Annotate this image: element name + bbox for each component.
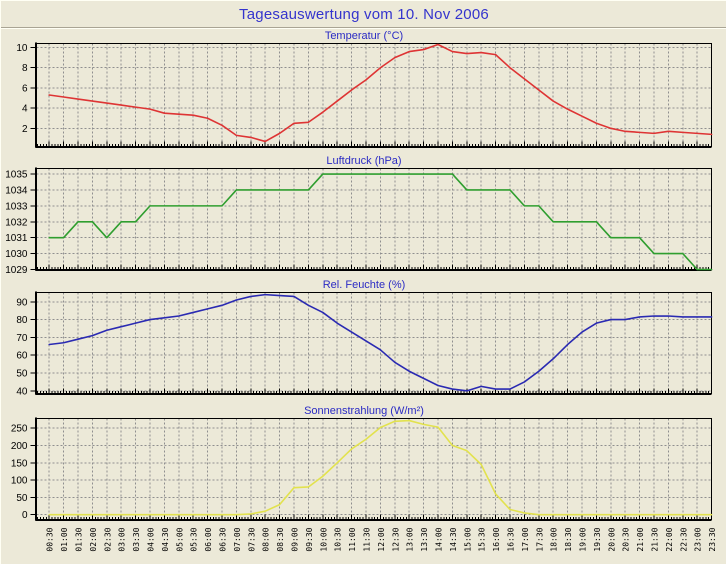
svg-text:20:30: 20:30 (622, 527, 631, 551)
svg-text:23:00: 23:00 (694, 527, 703, 551)
svg-text:1031: 1031 (5, 233, 28, 244)
svg-text:1035: 1035 (5, 170, 28, 181)
chart-title-pressure: Luftdruck (hPa) (326, 155, 402, 167)
svg-text:21:00: 21:00 (636, 527, 645, 551)
svg-text:90: 90 (16, 297, 28, 308)
svg-text:06:00: 06:00 (204, 527, 213, 551)
svg-text:250: 250 (11, 424, 28, 435)
title-divider (1, 27, 726, 28)
svg-text:04:00: 04:00 (147, 527, 156, 551)
svg-text:1032: 1032 (5, 217, 28, 228)
svg-text:15:30: 15:30 (478, 527, 487, 551)
svg-text:14:30: 14:30 (449, 527, 458, 551)
svg-text:1029: 1029 (5, 265, 28, 276)
svg-text:70: 70 (16, 333, 28, 344)
svg-text:19:30: 19:30 (593, 527, 602, 551)
svg-text:40: 40 (16, 386, 28, 397)
svg-text:8: 8 (22, 63, 28, 74)
svg-text:02:30: 02:30 (103, 527, 112, 551)
svg-text:1033: 1033 (5, 201, 28, 212)
svg-text:1030: 1030 (5, 249, 28, 260)
chart-title-radiation: Sonnenstrahlung (W/m²) (304, 405, 424, 417)
svg-text:100: 100 (11, 476, 28, 487)
svg-text:23:30: 23:30 (708, 527, 717, 551)
svg-text:03:30: 03:30 (132, 527, 141, 551)
page-title: Tagesauswertung vom 10. Nov 2006 (239, 6, 489, 23)
svg-text:10:30: 10:30 (334, 527, 343, 551)
svg-text:50: 50 (16, 369, 28, 380)
chart-canvas-temperature: 2 4 6 8 10 (16, 42, 713, 148)
svg-text:02:00: 02:00 (89, 527, 98, 551)
svg-text:16:00: 16:00 (492, 527, 501, 551)
chart-title-humidity: Rel. Feuchte (%) (322, 279, 406, 291)
svg-text:13:00: 13:00 (406, 527, 415, 551)
svg-text:18:00: 18:00 (550, 527, 559, 551)
svg-text:2: 2 (22, 124, 28, 135)
svg-text:10:00: 10:00 (319, 527, 328, 551)
svg-text:6: 6 (22, 83, 28, 94)
svg-text:05:30: 05:30 (190, 527, 199, 551)
chart-canvas-humidity: 40 50 60 70 80 90 (16, 291, 713, 397)
svg-text:15:00: 15:00 (463, 527, 472, 551)
svg-text:1034: 1034 (5, 185, 28, 196)
svg-text:60: 60 (16, 351, 28, 362)
svg-text:14:00: 14:00 (435, 527, 444, 551)
svg-text:13:30: 13:30 (420, 527, 429, 551)
svg-text:08:30: 08:30 (276, 527, 285, 551)
svg-text:09:30: 09:30 (305, 527, 314, 551)
svg-text:06:30: 06:30 (219, 527, 228, 551)
svg-text:07:00: 07:00 (233, 527, 242, 551)
svg-text:18:30: 18:30 (564, 527, 573, 551)
svg-text:16:30: 16:30 (507, 527, 516, 551)
svg-text:22:30: 22:30 (679, 527, 688, 551)
chart-canvas-pressure: 1029 1030 1031 1032 1033 1034 1035 (5, 167, 713, 276)
svg-text:17:30: 17:30 (535, 527, 544, 551)
svg-text:12:00: 12:00 (377, 527, 386, 551)
svg-text:01:00: 01:00 (60, 527, 69, 551)
svg-text:08:00: 08:00 (262, 527, 271, 551)
svg-text:20:00: 20:00 (607, 527, 616, 551)
svg-text:09:00: 09:00 (291, 527, 300, 551)
svg-text:22:00: 22:00 (665, 527, 674, 551)
svg-text:11:30: 11:30 (363, 527, 372, 551)
svg-text:10: 10 (16, 43, 28, 54)
svg-text:00:30: 00:30 (46, 527, 55, 551)
chart-canvas-radiation: 0 50 100 150 200 250 00:30 01:00 01:30 02:00 02:30… (11, 417, 717, 552)
svg-text:05:00: 05:00 (175, 527, 184, 551)
svg-text:150: 150 (11, 458, 28, 469)
svg-text:0: 0 (22, 510, 28, 521)
svg-text:80: 80 (16, 315, 28, 326)
svg-text:21:30: 21:30 (651, 527, 660, 551)
svg-text:01:30: 01:30 (75, 527, 84, 551)
svg-text:07:30: 07:30 (247, 527, 256, 551)
svg-text:04:30: 04:30 (161, 527, 170, 551)
svg-text:50: 50 (16, 493, 28, 504)
svg-text:12:30: 12:30 (391, 527, 400, 551)
chart-title-temperature: Temperatur (°C) (324, 30, 404, 42)
svg-text:11:00: 11:00 (348, 527, 357, 551)
svg-text:4: 4 (22, 104, 28, 115)
svg-text:17:00: 17:00 (521, 527, 530, 551)
svg-text:03:00: 03:00 (118, 527, 127, 551)
svg-text:19:00: 19:00 (579, 527, 588, 551)
svg-text:200: 200 (11, 441, 28, 452)
